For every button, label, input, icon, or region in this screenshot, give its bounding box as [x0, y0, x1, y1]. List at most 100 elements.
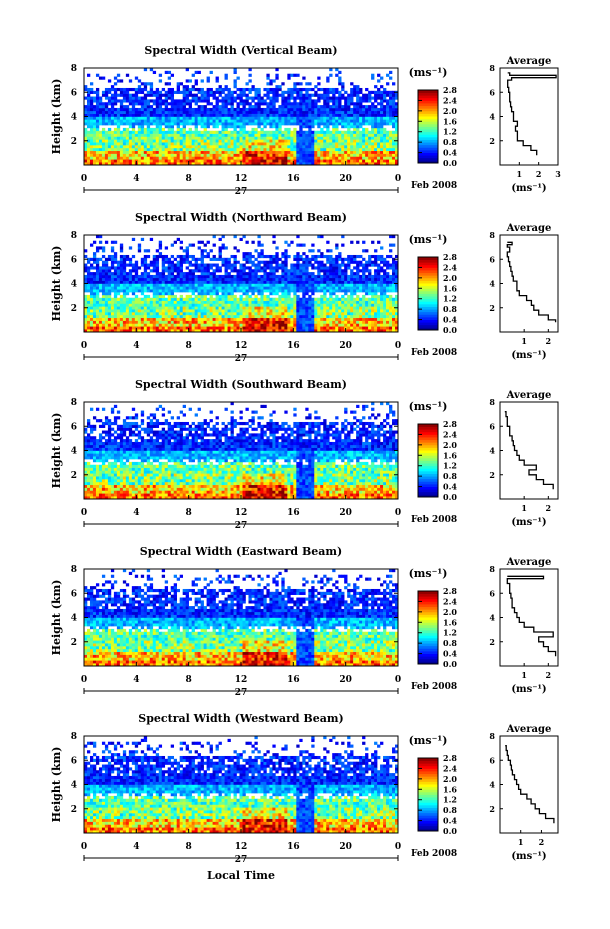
heatmap-cell — [305, 309, 309, 313]
heatmap-cell — [329, 317, 333, 321]
heatmap-cell — [173, 306, 177, 310]
heatmap-cell — [290, 159, 294, 163]
heatmap-cell — [281, 96, 285, 100]
heatmap-cell — [287, 147, 291, 152]
heatmap-cell — [107, 272, 112, 276]
heatmap-cell — [95, 294, 100, 299]
heatmap-cell — [137, 99, 142, 103]
heatmap-cell — [206, 76, 210, 80]
heatmap-cell — [227, 87, 231, 92]
heatmap-cell — [155, 289, 160, 293]
heatmap-cell — [266, 153, 270, 157]
heatmap-cell — [161, 99, 166, 103]
heatmap-cell — [317, 277, 321, 281]
heatmap-cell — [101, 122, 106, 126]
heatmap-cell — [143, 306, 148, 310]
heatmap-cell — [119, 130, 124, 134]
heatmap-cell — [245, 326, 249, 330]
heatmap-cell — [299, 306, 303, 310]
heatmap-cell — [200, 294, 204, 299]
heatmap-cell — [383, 113, 387, 117]
heatmap-cell — [215, 119, 219, 123]
heatmap-cell — [206, 162, 210, 166]
heatmap-cell — [332, 156, 336, 160]
heatmap-cell — [287, 292, 291, 296]
heatmap-cell — [161, 260, 166, 264]
heatmap-cell — [230, 283, 234, 287]
heatmap-cell — [170, 127, 175, 132]
heatmap-cell — [335, 125, 339, 129]
heatmap-cell — [143, 323, 148, 327]
heatmap-cell — [209, 280, 213, 284]
heatmap-cell — [95, 277, 100, 281]
heatmap-cell — [266, 96, 270, 100]
heatmap-cell — [143, 96, 148, 100]
heatmap-cell — [101, 254, 106, 259]
heatmap-cell — [374, 142, 378, 146]
heatmap-cell — [119, 142, 124, 146]
heatmap-cell — [194, 314, 198, 319]
heatmap-cell — [374, 99, 378, 103]
heatmap-cell — [386, 162, 390, 166]
heatmap-cell — [287, 323, 291, 327]
heatmap-cell — [341, 110, 345, 114]
heatmap-cell — [296, 329, 300, 333]
heatmap-cell — [170, 323, 175, 327]
heatmap-cell — [311, 243, 315, 247]
heatmap-cell — [182, 159, 186, 163]
heatmap-cell — [158, 119, 163, 123]
heatmap-cell — [230, 116, 234, 120]
heatmap-cell — [281, 113, 285, 117]
heatmap-cell — [89, 257, 94, 261]
heatmap-cell — [158, 300, 163, 304]
heatmap-cell — [284, 306, 288, 310]
heatmap-cell — [347, 105, 351, 109]
heatmap-cell — [116, 272, 121, 276]
heatmap-cell — [182, 87, 186, 92]
heatmap-cell — [176, 314, 180, 319]
heatmap-cell — [233, 159, 237, 163]
heatmap-cell — [84, 136, 88, 140]
heatmap-cell — [188, 145, 192, 149]
heatmap-cell — [95, 145, 100, 149]
heatmap-cell — [296, 272, 300, 276]
heatmap-cell — [326, 272, 330, 276]
heatmap-cell — [326, 329, 330, 333]
heatmap-cell — [314, 142, 318, 146]
heatmap-cell — [161, 317, 166, 321]
heatmap-cell — [335, 294, 339, 299]
heatmap-cell — [287, 116, 291, 120]
heatmap-cell — [185, 142, 189, 146]
heatmap-cell — [320, 263, 324, 267]
heatmap-cell — [98, 122, 103, 126]
heatmap-cell — [119, 249, 124, 253]
heatmap-cell — [326, 145, 330, 149]
heatmap-cell — [119, 147, 124, 152]
heatmap-cell — [224, 122, 228, 126]
heatmap-cell — [308, 119, 312, 123]
heatmap-cell — [116, 156, 121, 160]
heatmap-cell — [299, 82, 303, 86]
heatmap-cell — [122, 136, 127, 140]
heatmap-cell — [332, 320, 336, 324]
heatmap-cell — [269, 142, 273, 146]
heatmap-cell — [176, 274, 180, 279]
heatmap-cell — [251, 116, 255, 120]
heatmap-cell — [188, 130, 192, 134]
heatmap-cell — [272, 312, 276, 316]
heatmap-cell — [218, 85, 222, 89]
heatmap-cell — [362, 116, 366, 120]
panel-2: Spectral Width (Northward Beam)2468Heigh… — [50, 211, 559, 364]
heatmap-cell — [299, 93, 303, 97]
heatmap-cell — [152, 329, 157, 333]
heatmap-cell — [275, 317, 279, 321]
heatmap-cell — [308, 329, 312, 333]
heatmap-cell — [200, 312, 204, 316]
heatmap-cell — [263, 125, 267, 129]
heatmap-cell — [86, 309, 91, 313]
heatmap-cell — [179, 113, 183, 117]
heatmap-cell — [104, 116, 109, 120]
heatmap-cell — [239, 142, 243, 146]
heatmap-cell — [323, 286, 327, 290]
heatmap-cell — [377, 147, 381, 152]
